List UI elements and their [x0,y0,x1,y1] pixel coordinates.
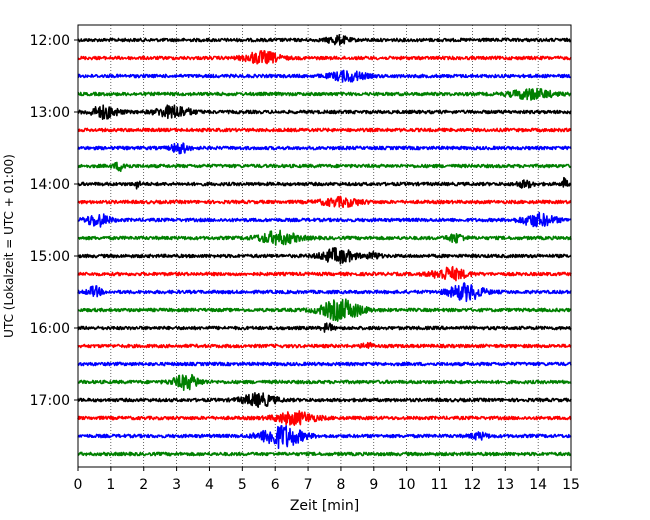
trace-1230 [77,69,572,83]
y-tick-label: 13:00 [30,105,70,121]
y-tick-label: 15:00 [30,249,70,265]
x-tick-label: 13 [496,477,514,493]
x-tick-label: 9 [369,477,378,493]
trace-1330 [77,142,572,155]
plot-frame [77,24,572,468]
trace-1245 [77,87,572,101]
x-tick-label: 10 [398,477,416,493]
trace-1315 [77,127,572,133]
trace-1430 [77,211,572,228]
seismogram-traces [77,34,572,457]
trace-1715 [77,410,572,426]
trace-1300 [77,104,572,121]
y-tick-label: 17:00 [30,393,70,409]
y-tick-label: 12:00 [30,33,70,49]
x-tick-label: 5 [238,477,247,493]
trace-1530 [77,282,572,303]
trace-1515 [77,265,572,282]
y-axis-label: UTC (Lokalzeit = UTC + 01:00) [2,154,16,338]
x-tick-label: 2 [139,477,148,493]
y-tick-label: 16:00 [30,321,70,337]
trace-1615 [77,341,572,349]
trace-1215 [77,50,572,65]
trace-1730 [77,424,572,450]
x-tick-label: 15 [562,477,580,493]
x-axis-ticks: 0 1 2 3 4 5 6 7 8 9 10 11 12 13 14 15 [74,467,580,493]
x-tick-label: 6 [271,477,280,493]
x-axis-label: Zeit [min] [290,498,359,514]
trace-1700 [77,392,572,408]
trace-1500 [77,247,572,265]
trace-1200 [77,34,572,46]
trace-1600 [77,322,572,333]
x-tick-label: 14 [529,477,547,493]
trace-1400 [77,176,572,190]
x-tick-label: 4 [205,477,214,493]
y-tick-label: 14:00 [30,177,70,193]
trace-1345 [77,161,572,173]
trace-1415 [77,195,572,209]
x-tick-label: 12 [463,477,481,493]
trace-1745 [77,451,572,457]
x-tick-label: 3 [172,477,181,493]
trace-1545 [77,298,572,322]
trace-1630 [77,361,572,367]
x-tick-label: 7 [304,477,313,493]
x-tick-label: 0 [74,477,83,493]
x-tick-label: 11 [431,477,449,493]
trace-1645 [77,373,572,392]
y-axis-ticks: 12:00 13:00 14:00 15:00 16:00 17:00 [30,33,78,409]
trace-1445 [77,229,572,246]
x-tick-label: 8 [336,477,345,493]
x-tick-label: 1 [106,477,115,493]
